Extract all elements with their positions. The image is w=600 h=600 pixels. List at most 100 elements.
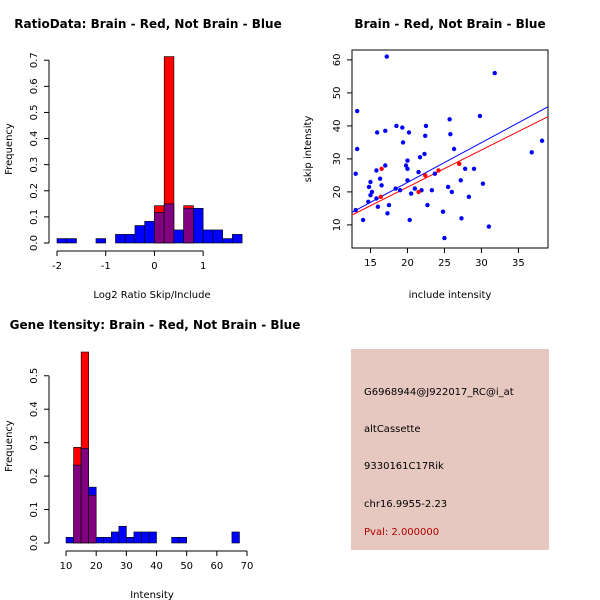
plot-frame-1 — [351, 49, 549, 249]
chart-title-0: RatioData: Brain - Red, Not Brain - Blue — [14, 17, 281, 31]
point-not-brain — [480, 181, 486, 186]
point-brain — [378, 194, 384, 200]
y-tick-label-0: 0.1 — [29, 209, 40, 225]
point-not-brain — [394, 123, 399, 129]
point-not-brain — [423, 123, 429, 129]
point-not-brain — [432, 171, 438, 176]
point-not-brain — [397, 188, 403, 193]
point-not-brain — [459, 216, 464, 221]
y-tick-label-1: 30 — [332, 153, 343, 166]
point-not-brain — [384, 54, 389, 59]
bar-not-brain — [95, 537, 105, 544]
bar-not-brain — [56, 238, 68, 244]
point-not-brain — [385, 211, 390, 216]
x-tick-label-1: 35 — [512, 258, 525, 269]
point-not-brain — [393, 186, 398, 191]
point-not-brain — [369, 189, 375, 195]
x-tick-label-2: 40 — [150, 561, 163, 572]
bar-not-brain — [95, 238, 107, 244]
point-not-brain — [448, 131, 453, 137]
x-tick-label-2: 20 — [90, 561, 103, 572]
bar-not-brain — [231, 531, 240, 544]
x-tick-label-0: 1 — [200, 261, 206, 272]
y-axis-label-0: Frequency — [4, 123, 15, 175]
point-brain — [379, 166, 384, 171]
y-tick-label-1: 20 — [332, 186, 343, 199]
event-type-text: altCassette — [364, 424, 421, 435]
point-not-brain — [405, 158, 410, 163]
point-not-brain — [466, 194, 472, 200]
location-text: chr16.9955-2.23 — [364, 499, 448, 510]
point-not-brain — [458, 178, 463, 183]
y-tick-label-0: 0.2 — [29, 183, 40, 199]
bar-overlap — [80, 448, 89, 544]
point-not-brain — [403, 163, 409, 168]
point-not-brain — [406, 130, 412, 135]
bar-not-brain — [148, 531, 157, 544]
pval-text: Pval: 2.000000 — [364, 527, 440, 538]
point-brain — [416, 189, 421, 195]
y-tick-label-0: 0.0 — [29, 235, 40, 251]
y-tick-label-2: 0.5 — [29, 368, 40, 384]
point-not-brain — [405, 166, 410, 171]
x-tick-label-0: -2 — [52, 261, 62, 272]
point-not-brain — [386, 202, 392, 208]
point-not-brain — [374, 196, 379, 201]
point-not-brain — [354, 108, 360, 114]
fit-line-not-brain — [351, 106, 549, 213]
x-tick-label-2: 30 — [120, 561, 133, 572]
chart-title-1: Brain - Red, Not Brain - Blue — [354, 17, 545, 31]
point-not-brain — [416, 169, 421, 175]
bar-not-brain — [193, 207, 204, 244]
bar-overlap — [183, 207, 194, 244]
point-not-brain — [423, 133, 428, 138]
y-tick-label-2: 0.2 — [29, 468, 40, 484]
x-tick-label-2: 70 — [241, 561, 254, 572]
point-not-brain — [379, 183, 384, 188]
y-tick-label-1: 50 — [332, 87, 343, 100]
bar-not-brain — [110, 531, 120, 544]
point-not-brain — [477, 113, 483, 119]
point-not-brain — [492, 70, 497, 76]
y-tick-label-0: 0.7 — [29, 52, 40, 68]
y-tick-label-1: 10 — [332, 219, 343, 232]
bar-not-brain — [126, 537, 135, 544]
info-panel: G6968944@J922017_RC@i_at altCassette 933… — [351, 349, 549, 550]
x-axis-label-2: Intensity — [130, 590, 174, 600]
point-not-brain — [486, 224, 492, 229]
x-tick-label-2: 50 — [180, 561, 193, 572]
bar-not-brain — [212, 229, 223, 244]
bar-not-brain — [171, 537, 180, 544]
bar-not-brain — [65, 537, 74, 544]
fit-line-brain — [351, 116, 549, 216]
point-not-brain — [353, 171, 358, 176]
y-axis-label-2: Frequency — [4, 420, 15, 472]
y-tick-label-1: 40 — [332, 120, 343, 133]
x-axis-label-1: include intensity — [409, 290, 492, 301]
point-not-brain — [383, 163, 388, 168]
point-not-brain — [445, 184, 451, 190]
bar-not-brain — [66, 238, 77, 244]
x-tick-label-2: 10 — [60, 561, 73, 572]
y-tick-label-0: 0.3 — [29, 157, 40, 173]
gene-name-text: 9330161C17Rik — [364, 461, 444, 472]
point-brain — [436, 168, 441, 173]
point-not-brain — [374, 130, 380, 135]
point-not-brain — [354, 146, 360, 152]
x-tick-label-1: 15 — [364, 258, 377, 269]
point-not-brain — [447, 117, 452, 122]
y-tick-label-2: 0.3 — [29, 435, 40, 451]
bar-not-brain — [144, 221, 155, 244]
bar-not-brain — [141, 531, 150, 544]
point-not-brain — [539, 138, 545, 143]
point-not-brain — [529, 150, 534, 155]
bar-not-brain — [103, 537, 112, 544]
point-not-brain — [377, 176, 383, 181]
bar-not-brain — [222, 238, 233, 244]
point-not-brain — [442, 235, 447, 241]
point-not-brain — [383, 128, 388, 134]
point-not-brain — [451, 146, 457, 152]
y-tick-label-2: 0.1 — [29, 502, 40, 518]
bar-overlap — [154, 212, 165, 244]
